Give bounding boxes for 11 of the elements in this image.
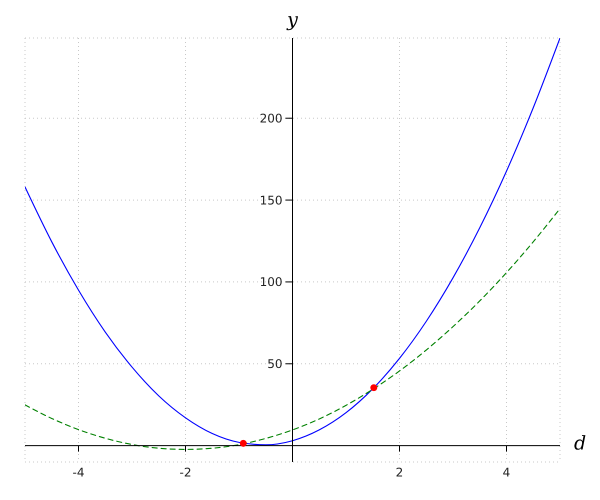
y-tick-label: 150 [260, 193, 282, 208]
y-axis-title: y [286, 9, 298, 31]
y-tick-label: 100 [260, 275, 282, 290]
x-tick-label: 2 [396, 466, 404, 480]
y-tick-label: 200 [260, 111, 282, 126]
x-tick-label: -4 [72, 466, 84, 480]
x-tick-label: 4 [502, 466, 510, 480]
line-series [25, 208, 560, 450]
x-tick-label: -2 [180, 466, 192, 480]
y-tick-label: 50 [267, 357, 282, 372]
x-axis-title: d [574, 432, 586, 454]
